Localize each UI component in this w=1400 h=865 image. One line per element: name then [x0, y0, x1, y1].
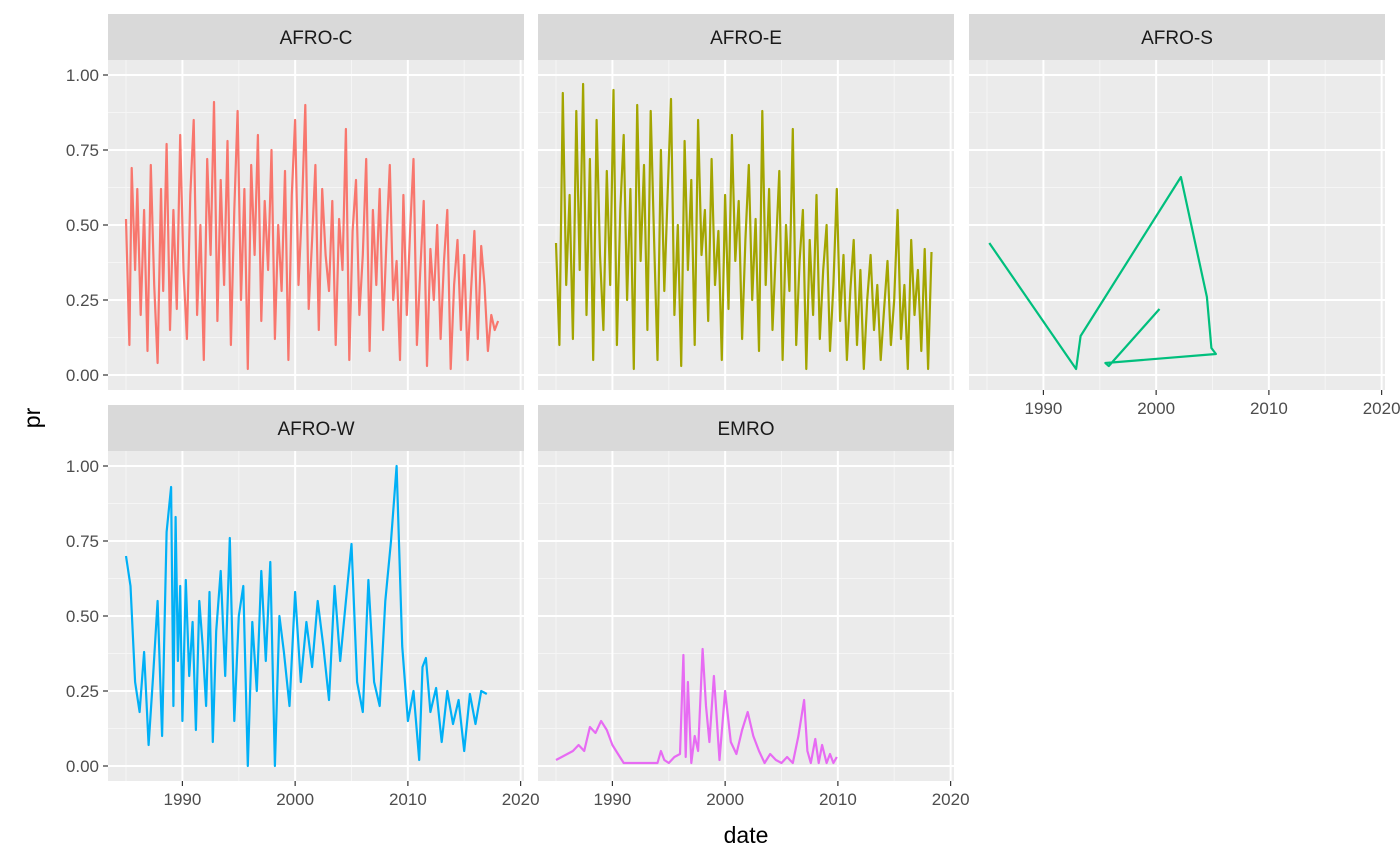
y-tick-label: 0.75	[66, 141, 99, 160]
series-line-afro-s	[988, 175, 1217, 371]
series-line-emro	[555, 647, 838, 765]
x-axis-title: date	[724, 822, 769, 848]
y-tick-label: 0.00	[66, 366, 99, 385]
y-tick-label: 1.00	[66, 66, 99, 85]
facet-strip-afro-c	[108, 14, 524, 60]
facet-label-emro: EMRO	[718, 419, 775, 440]
facet-strip-afro-w	[108, 405, 524, 451]
y-tick-label: 0.25	[66, 682, 99, 701]
x-tick-label: 2000	[1137, 399, 1175, 418]
x-tick-label: 1990	[593, 790, 631, 809]
facet-afro-c: AFRO-C 0.00 0.25 0.50 0.75 1.00	[66, 14, 524, 390]
facet-strip-emro	[538, 405, 954, 451]
facet-afro-s: AFRO-S 1990 2000 2010 2020	[969, 14, 1400, 418]
y-tick-label: 0.75	[66, 532, 99, 551]
x-tick-label: 1990	[1024, 399, 1062, 418]
facet-label-afro-w: AFRO-W	[277, 419, 354, 440]
facet-label-afro-c: AFRO-C	[280, 28, 353, 49]
x-tick-label: 2010	[389, 790, 427, 809]
series-line-afro-c	[124, 100, 500, 371]
x-tick-label: 2020	[932, 790, 970, 809]
series-line-afro-e	[554, 82, 933, 371]
x-tick-label: 2010	[1250, 399, 1288, 418]
y-tick-label: 1.00	[66, 457, 99, 476]
facet-label-afro-s: AFRO-S	[1141, 28, 1213, 49]
x-tick-label: 2000	[706, 790, 744, 809]
y-axis-title: pr	[19, 407, 45, 428]
series-line-afro-w	[124, 464, 488, 768]
x-tick-label: 2000	[276, 790, 314, 809]
x-tick-label: 2010	[819, 790, 857, 809]
y-tick-label: 0.25	[66, 291, 99, 310]
y-tick-label: 0.00	[66, 757, 99, 776]
facet-label-afro-e: AFRO-E	[710, 28, 782, 49]
x-tick-label: 1990	[163, 790, 201, 809]
x-tick-label: 2020	[1363, 399, 1400, 418]
x-tick-label: 2020	[502, 790, 540, 809]
facet-emro: EMRO 1990 2000 2010 2020	[538, 405, 970, 809]
facet-afro-e: AFRO-E	[538, 14, 954, 390]
facet-afro-w: AFRO-W 0.00 0.25 0.50 0.75 1.00 1990 2000 2010 20…	[66, 405, 540, 809]
facet-strip-afro-s	[969, 14, 1385, 60]
facet-strip-afro-e	[538, 14, 954, 60]
y-tick-label: 0.50	[66, 607, 99, 626]
y-tick-label: 0.50	[66, 216, 99, 235]
